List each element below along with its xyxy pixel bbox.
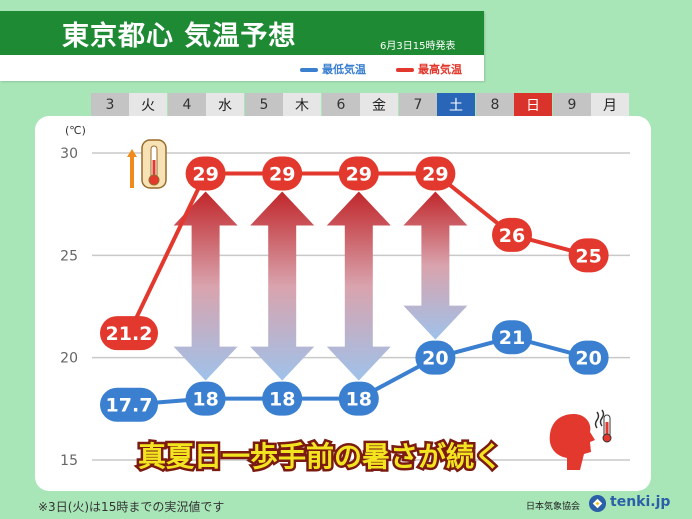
heat-head-icon bbox=[549, 409, 612, 470]
y-tick-label: 15 bbox=[60, 453, 78, 469]
header-panel: 東京都心 気温予想 6月3日15時発表 最低気温 最高気温 bbox=[0, 11, 484, 81]
data-point bbox=[185, 381, 226, 416]
tenki-brand: tenki.jp bbox=[610, 494, 671, 510]
data-point bbox=[100, 316, 158, 351]
data-point bbox=[338, 381, 379, 416]
legend-min-line bbox=[300, 68, 318, 72]
y-tick-label: 30 bbox=[60, 146, 78, 162]
page-title: 東京都心 気温予想 bbox=[62, 21, 297, 52]
range-arrows bbox=[173, 191, 468, 381]
day-date: 6 bbox=[322, 93, 360, 117]
data-point bbox=[568, 238, 609, 273]
data-label: 29 bbox=[422, 163, 448, 185]
data-point bbox=[415, 340, 456, 375]
agency-name: 日本気象協会 bbox=[526, 502, 581, 512]
day-date: 4 bbox=[168, 93, 206, 117]
day-date: 9 bbox=[553, 93, 591, 117]
data-point bbox=[338, 156, 379, 191]
data-label: 18 bbox=[269, 389, 295, 411]
legend-min-label: 最低気温 bbox=[322, 63, 366, 76]
day-weekday: 土 bbox=[437, 93, 475, 117]
range-arrow bbox=[173, 191, 238, 381]
range-arrow bbox=[403, 191, 468, 340]
footnote: ※3日(火)は15時までの実況値です bbox=[38, 500, 225, 514]
data-point bbox=[568, 340, 609, 375]
y-unit-label: (℃) bbox=[65, 124, 86, 137]
data-point bbox=[262, 156, 303, 191]
legend-max-line bbox=[396, 68, 414, 72]
data-label: 20 bbox=[422, 348, 448, 370]
data-label: 29 bbox=[269, 163, 295, 185]
chart-annotation: 真夏日一歩手前の暑さが続く bbox=[138, 440, 502, 473]
day-weekday: 水 bbox=[206, 93, 244, 117]
data-point bbox=[262, 381, 303, 416]
data-label: 18 bbox=[192, 389, 218, 411]
title-band: 東京都心 気温予想 6月3日15時発表 bbox=[0, 11, 484, 55]
tenki-logo-icon bbox=[588, 494, 607, 513]
day-date: 3 bbox=[91, 93, 129, 117]
y-tick-label: 20 bbox=[60, 351, 78, 367]
day-weekday: 日 bbox=[514, 93, 552, 117]
data-label: 21 bbox=[499, 327, 525, 349]
day-date: 8 bbox=[476, 93, 514, 117]
data-point bbox=[492, 217, 532, 252]
issued-time: 6月3日15時発表 bbox=[380, 41, 456, 52]
series-markers: 21.2 29 29 29 29 26 25 17.7 18 18 18 20 21 20 bbox=[100, 156, 609, 422]
y-tick-label: 25 bbox=[60, 248, 78, 264]
day-weekday: 金 bbox=[360, 93, 398, 117]
range-arrow bbox=[250, 191, 315, 381]
range-arrow bbox=[326, 191, 391, 381]
day-weekday: 火 bbox=[129, 93, 167, 117]
thermometer-rising-icon bbox=[127, 139, 167, 189]
data-label: 18 bbox=[346, 389, 372, 411]
y-tick-labels: 30 25 20 15 bbox=[60, 146, 78, 469]
data-label: 29 bbox=[346, 163, 372, 185]
data-point bbox=[185, 156, 226, 191]
legend-max-label: 最高気温 bbox=[418, 63, 462, 76]
data-point bbox=[100, 387, 158, 422]
data-label: 17.7 bbox=[106, 395, 153, 417]
day-date: 5 bbox=[245, 93, 283, 117]
day-weekday: 月 bbox=[591, 93, 629, 117]
data-label: 29 bbox=[192, 163, 218, 185]
data-label: 26 bbox=[499, 225, 525, 247]
data-point bbox=[492, 320, 532, 355]
day-date: 7 bbox=[399, 93, 437, 117]
data-label: 21.2 bbox=[106, 323, 153, 345]
data-point bbox=[415, 156, 456, 191]
day-weekday: 木 bbox=[283, 93, 321, 117]
data-label: 20 bbox=[575, 348, 601, 370]
data-label: 25 bbox=[575, 245, 601, 267]
